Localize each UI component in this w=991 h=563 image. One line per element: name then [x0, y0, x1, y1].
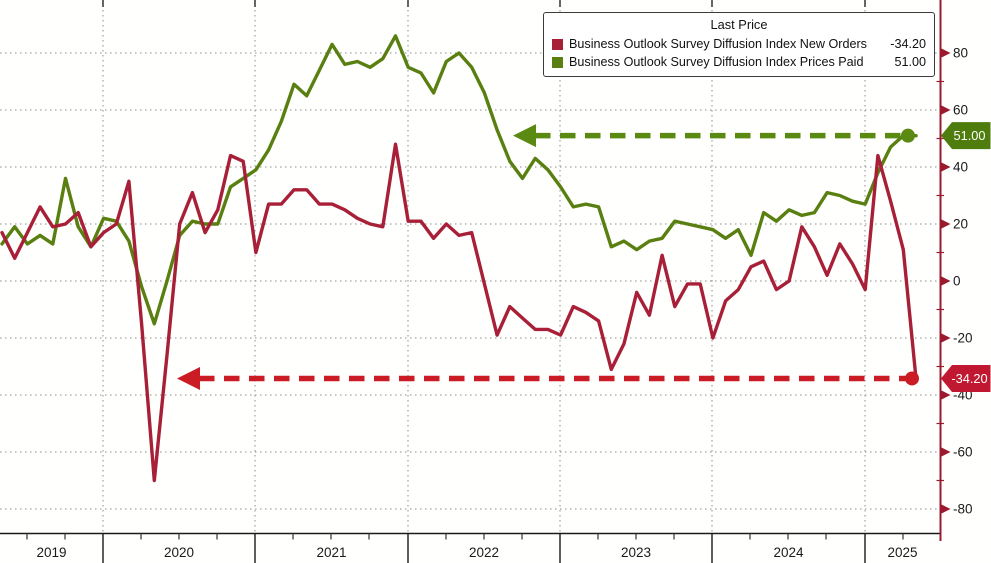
- new-orders-arrow-dot: [905, 371, 919, 386]
- x-year-label: 2025: [887, 545, 917, 560]
- y-tick-label: 80: [953, 46, 968, 61]
- y-tick-label: -80: [953, 502, 973, 517]
- y-tick-arrow: [941, 219, 951, 229]
- x-year-label: 2022: [469, 545, 499, 560]
- y-tick-arrow: [941, 105, 951, 115]
- y-tick-label: -60: [953, 445, 973, 460]
- legend-label-new-orders: Business Outlook Survey Diffusion Index …: [569, 37, 867, 51]
- x-year-label: 2021: [316, 545, 346, 560]
- legend-value-prices-paid: 51.00: [894, 55, 926, 69]
- y-tick-label: 20: [953, 217, 968, 232]
- prices-paid-arrow-dot: [901, 128, 915, 143]
- y-tick-arrow: [941, 48, 951, 58]
- x-year-label: 2024: [773, 545, 804, 560]
- x-year-label: 2020: [164, 545, 194, 560]
- prices-paid-badge: [941, 122, 991, 150]
- x-year-label: 2023: [621, 545, 651, 560]
- y-tick-label: -20: [953, 331, 973, 346]
- y-tick-arrow: [941, 276, 951, 286]
- legend: Last Price Business Outlook Survey Diffu…: [543, 12, 935, 77]
- new-orders-badge-text: -34.20: [951, 371, 987, 386]
- legend-row-prices-paid: Business Outlook Survey Diffusion Index …: [552, 53, 926, 71]
- legend-value-new-orders: -34.20: [890, 37, 926, 51]
- x-year-label: 2019: [36, 545, 66, 560]
- legend-row-new-orders: Business Outlook Survey Diffusion Index …: [552, 35, 926, 53]
- new-orders-arrow-head: [177, 366, 200, 390]
- prices-paid-badge-text: 51.00: [953, 128, 985, 143]
- y-tick-label: 0: [953, 274, 961, 289]
- y-tick-arrow: [941, 390, 951, 400]
- y-tick-arrow: [941, 447, 951, 457]
- legend-title: Last Price: [710, 17, 768, 32]
- new-orders-color-chip: [552, 38, 563, 50]
- new-orders-badge: [941, 364, 991, 392]
- series-line: [0, 34, 918, 326]
- series-line: [0, 142, 918, 483]
- y-tick-label: 40: [953, 160, 968, 175]
- prices-paid-arrow-head: [513, 124, 536, 148]
- y-tick-arrow: [941, 162, 951, 172]
- prices-paid-color-chip: [552, 56, 563, 68]
- y-tick-arrow: [941, 504, 951, 514]
- legend-label-prices-paid: Business Outlook Survey Diffusion Index …: [569, 55, 864, 69]
- y-tick-label: 60: [953, 103, 968, 118]
- y-tick-arrow: [941, 333, 951, 343]
